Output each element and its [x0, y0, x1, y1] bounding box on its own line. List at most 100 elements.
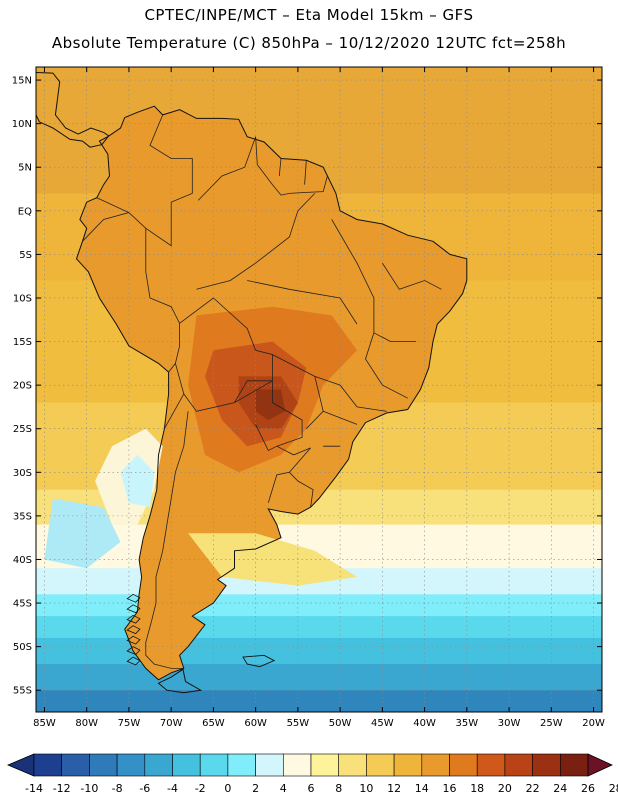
- country-border: [304, 160, 307, 185]
- colorbar-swatch: [393, 753, 423, 777]
- country-border: [145, 411, 189, 669]
- latitude-label: 40S: [13, 555, 32, 566]
- colorbar-label: 14: [415, 782, 429, 795]
- latitude-label: 15S: [13, 337, 32, 348]
- colorbar-label: -10: [80, 782, 98, 795]
- country-border: [164, 393, 185, 429]
- ocean-temperature-band: [36, 690, 602, 712]
- colorbar-swatch: [532, 753, 561, 777]
- longitude-label: 65W: [202, 718, 225, 729]
- colorbar-label: 8: [335, 782, 342, 795]
- longitude-label: 20W: [582, 718, 605, 729]
- longitude-label: 25W: [540, 718, 563, 729]
- colorbar-swatch: [504, 753, 533, 777]
- longitude-label: 75W: [118, 718, 141, 729]
- colorbar: -14 -12 -10 -8 -6 -4 -2 0 2 4 6 8 10 12 14 16 18 20 22 24 26…: [6, 753, 618, 795]
- colorbar-label: 16: [443, 782, 457, 795]
- country-border: [278, 158, 282, 177]
- colorbar-label: 20: [498, 782, 512, 795]
- map-title-line1: CPTEC/INPE/MCT – Eta Model 15km – GFS: [144, 6, 474, 24]
- chile-archipelago-coastline: [126, 614, 141, 624]
- colorbar-swatch: [338, 753, 367, 777]
- longitude-label: 40W: [413, 718, 436, 729]
- latitude-label: EQ: [18, 206, 32, 217]
- colorbar-swatch: [449, 753, 478, 777]
- colorbar-swatch: [33, 753, 63, 777]
- tierra-del-fuego-coastline: [157, 668, 203, 694]
- colorbar-label: 28: [609, 782, 618, 795]
- colorbar-label: 4: [280, 782, 287, 795]
- latitude-label: 45S: [13, 599, 32, 610]
- colorbar-swatch: [172, 753, 201, 777]
- colorbar-label: 12: [387, 782, 401, 795]
- longitude-label: 55W: [287, 718, 310, 729]
- chile-archipelago-coastline: [126, 593, 141, 603]
- country-border: [272, 354, 387, 412]
- colorbar-label: 22: [526, 782, 540, 795]
- colorbar-label: 0: [224, 782, 231, 795]
- longitude-label: 35W: [456, 718, 479, 729]
- latitude-label: 5N: [18, 163, 32, 174]
- chile-archipelago-coastline: [126, 656, 141, 666]
- longitude-label: 60W: [244, 718, 267, 729]
- colorbar-swatch: [282, 753, 312, 777]
- colorbar-label: -12: [53, 782, 71, 795]
- colorbar-label: -6: [139, 782, 150, 795]
- country-border: [365, 332, 408, 399]
- colorbar-swatch: [116, 753, 146, 777]
- chile-archipelago-coastline: [126, 646, 141, 655]
- latitude-label: 10N: [12, 119, 32, 130]
- country-border: [267, 445, 311, 503]
- longitude-label: 45W: [371, 718, 394, 729]
- longitude-label: 50W: [329, 718, 352, 729]
- colorbar-swatch: [227, 753, 256, 777]
- country-border: [289, 472, 314, 508]
- colorbar-swatch: [89, 753, 118, 777]
- colorbar-label: -2: [195, 782, 206, 795]
- colorbar-swatch: [255, 753, 284, 777]
- ocean-temperature-band: [36, 664, 602, 691]
- south-america-coastline: [75, 105, 468, 681]
- colorbar-swatch: [366, 753, 395, 777]
- latitude-label: 5S: [19, 250, 32, 261]
- temperature-field: [36, 67, 602, 712]
- latitude-label: 35S: [13, 511, 32, 522]
- latitude-label: 30S: [13, 468, 32, 479]
- colorbar-label: -4: [167, 782, 178, 795]
- ocean-temperature-band: [36, 637, 602, 665]
- falkland-islands-coastline: [242, 654, 276, 668]
- colorbar-high-arrow: [587, 753, 613, 777]
- country-border: [82, 212, 130, 242]
- colorbar-label: 2: [252, 782, 259, 795]
- longitude-label: 30W: [498, 718, 521, 729]
- colorbar-swatch: [199, 753, 229, 777]
- colorbar-label: 26: [581, 782, 595, 795]
- colorbar-swatch: [61, 753, 90, 777]
- latitude-label: 20S: [13, 381, 32, 392]
- latitude-label: 55S: [13, 686, 32, 697]
- country-border: [331, 219, 417, 343]
- longitude-label: 80W: [75, 718, 98, 729]
- colorbar-label: 18: [470, 782, 484, 795]
- country-border: [234, 380, 303, 452]
- chile-archipelago-coastline: [126, 635, 141, 645]
- colorbar-label: -8: [112, 782, 123, 795]
- longitude-label: 85W: [33, 718, 56, 729]
- ocean-temperature-band: [36, 594, 602, 617]
- country-border: [382, 262, 442, 290]
- colorbar-swatch: [310, 753, 340, 777]
- longitude-label: 70W: [160, 718, 183, 729]
- colorbar-swatch: [476, 753, 506, 777]
- coastlines-and-borders: [36, 71, 468, 694]
- country-border: [96, 114, 193, 247]
- latitude-label: 50S: [13, 642, 32, 653]
- central-america-coastline: [36, 71, 110, 148]
- latitude-label: 15N: [12, 76, 32, 87]
- colorbar-swatch: [559, 753, 589, 777]
- colorbar-swatch: [144, 753, 173, 777]
- map-frame: [35, 66, 603, 713]
- colorbar-label: 10: [359, 782, 373, 795]
- cool-temperature-region: [188, 533, 357, 586]
- colorbar-low-arrow: [6, 753, 35, 777]
